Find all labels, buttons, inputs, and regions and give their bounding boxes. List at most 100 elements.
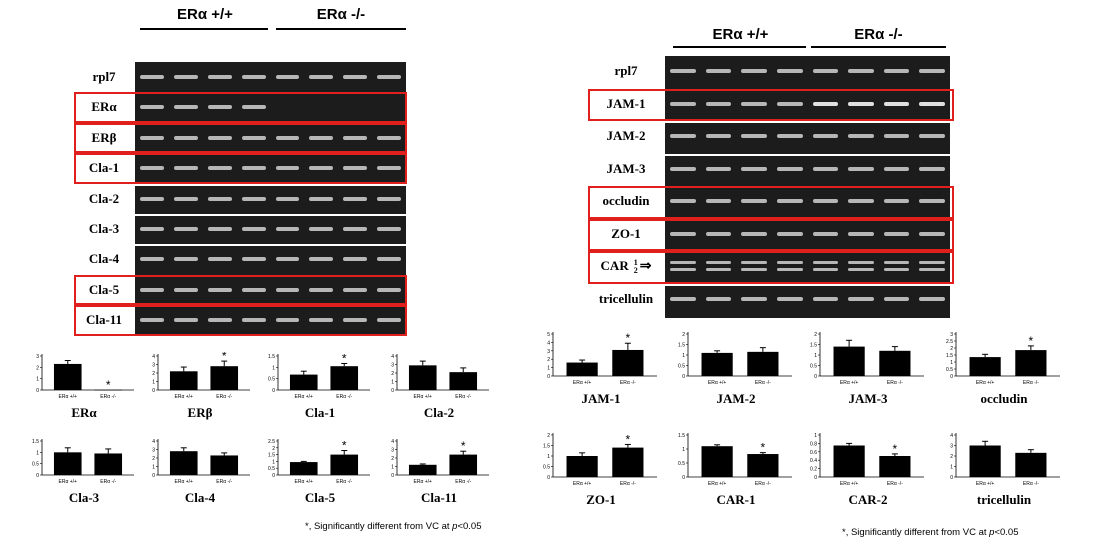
bar-chart-svg: 0 0.5 1 1.5 ERα +/+ * ERα -/- bbox=[268, 352, 370, 400]
y-tick-label: 1 bbox=[152, 380, 155, 386]
x-tick-label: ERα -/- bbox=[620, 481, 636, 487]
gel-band bbox=[207, 105, 232, 110]
gel-band bbox=[883, 199, 910, 203]
y-tick-label: 1 bbox=[814, 353, 817, 359]
bar bbox=[210, 366, 239, 390]
y-tick-label: 0 bbox=[547, 374, 550, 380]
y-tick-label: 2 bbox=[36, 365, 39, 371]
x-tick-label: ERα -/- bbox=[455, 394, 471, 400]
gel-band bbox=[241, 135, 266, 140]
bar-chart-svg: 0 1 2 3 4 ERα +/+ ERα -/- bbox=[152, 439, 250, 485]
gel-band bbox=[705, 268, 732, 271]
gel-band bbox=[207, 227, 232, 231]
bar bbox=[449, 454, 478, 475]
group-header-wt-line bbox=[140, 28, 268, 30]
gel-band bbox=[343, 135, 368, 140]
chart-title: ZO-1 bbox=[586, 492, 616, 507]
gel-band bbox=[377, 166, 401, 171]
chart-title: Cla-4 bbox=[184, 490, 216, 505]
gel-band bbox=[173, 227, 198, 231]
gel-band bbox=[670, 268, 696, 271]
y-tick-label: 0.2 bbox=[810, 467, 817, 473]
y-tick-label: 1 bbox=[391, 380, 394, 386]
x-tick-label: ERα -/- bbox=[455, 479, 471, 485]
y-tick-label: 1 bbox=[152, 465, 155, 471]
x-tick-label: ERα -/- bbox=[336, 394, 352, 400]
y-tick-label: 5 bbox=[547, 332, 550, 338]
gel-row-label: JAM-3 bbox=[606, 160, 646, 176]
bar bbox=[566, 362, 598, 376]
y-tick-label: 4 bbox=[950, 433, 953, 439]
gel-band bbox=[883, 69, 910, 73]
gel-band bbox=[309, 318, 334, 323]
gel-band bbox=[309, 257, 334, 262]
y-tick-label: 2 bbox=[547, 433, 550, 439]
gel-band bbox=[241, 227, 266, 231]
y-tick-label: 3 bbox=[391, 363, 394, 369]
bar bbox=[53, 363, 82, 390]
bar-chart: 0 0.5 1 1.5 2 ERα +/+ * ERα -/- bbox=[541, 431, 661, 491]
highlight-box bbox=[74, 122, 407, 154]
gel-band bbox=[343, 166, 368, 171]
y-tick-label: 3 bbox=[152, 363, 155, 369]
gel-band bbox=[705, 199, 732, 203]
gel-band bbox=[812, 134, 839, 138]
y-tick-label: 0 bbox=[272, 388, 275, 394]
y-tick-label: 4 bbox=[547, 340, 550, 346]
y-tick-label: 2 bbox=[950, 454, 953, 460]
x-tick-label: ERα -/- bbox=[887, 380, 903, 386]
bar bbox=[94, 453, 123, 475]
bar-chart-svg: 0 0.5 1 1.5 2 ERα +/+ ERα -/- bbox=[678, 332, 792, 386]
gel-band bbox=[812, 261, 839, 264]
gel-band bbox=[241, 318, 266, 323]
gel-band bbox=[670, 101, 696, 106]
gel-band bbox=[275, 257, 300, 262]
gel-band bbox=[241, 196, 266, 201]
gel-band bbox=[377, 227, 401, 231]
gel-band bbox=[670, 199, 696, 203]
y-tick-label: 4 bbox=[391, 439, 394, 445]
y-tick-label: 0 bbox=[814, 475, 817, 481]
x-tick-label: ERα +/+ bbox=[573, 481, 592, 487]
gel-band bbox=[848, 199, 874, 203]
x-tick-label: ERα +/+ bbox=[976, 380, 995, 386]
y-tick-label: 3 bbox=[36, 354, 39, 360]
y-tick-label: 2 bbox=[547, 357, 550, 363]
gel-row-label: Cla-4 bbox=[88, 251, 120, 267]
car-band-1-label: 1 bbox=[633, 258, 638, 268]
gel-band bbox=[173, 318, 198, 323]
gel-band bbox=[741, 231, 767, 236]
bar-chart: 0 1 2 3 4 ERα +/+ ERα -/- bbox=[385, 352, 493, 404]
highlight-box bbox=[74, 305, 407, 336]
gel-band bbox=[919, 261, 945, 264]
y-tick-label: 1.5 bbox=[543, 444, 550, 450]
y-tick-label: 3 bbox=[950, 332, 953, 338]
gel-band bbox=[173, 196, 198, 201]
gel-band bbox=[275, 196, 300, 201]
y-tick-label: 1 bbox=[36, 450, 39, 456]
group-header-ko: ERα -/- bbox=[854, 26, 903, 43]
y-tick-label: 3 bbox=[950, 444, 953, 450]
y-tick-label: 0.5 bbox=[268, 466, 275, 472]
y-tick-label: 0 bbox=[682, 475, 685, 481]
gel-band bbox=[848, 268, 874, 271]
bar-chart: 0 0.5 1 1.5 ERα +/+ * ERα -/- bbox=[676, 431, 796, 491]
gel-band bbox=[207, 196, 232, 201]
gel-band bbox=[377, 318, 401, 323]
bar-chart-svg: 0 0.5 1 1.5 ERα +/+ ERα -/- bbox=[32, 439, 134, 485]
x-tick-label: ERα +/+ bbox=[708, 481, 727, 487]
bar-chart: 0 0.5 1 1.5 2 ERα +/+ ERα -/- bbox=[808, 330, 928, 390]
y-tick-label: 0 bbox=[152, 473, 155, 479]
gel-band bbox=[309, 135, 334, 140]
gel-band bbox=[173, 287, 198, 292]
gel-band bbox=[705, 231, 732, 236]
bar-chart-svg: 0 1 2 3 4 5 ERα +/+ * ERα -/- bbox=[547, 331, 657, 386]
gel-band bbox=[776, 296, 803, 301]
gel-band bbox=[275, 318, 300, 323]
y-tick-label: 2 bbox=[950, 346, 953, 352]
gel-band bbox=[173, 75, 198, 79]
y-tick-label: 1.5 bbox=[678, 433, 685, 439]
bar-chart-svg: 0 1 2 3 4 ERα +/+ * ERα -/- bbox=[152, 352, 250, 400]
gel-band bbox=[776, 261, 803, 264]
gel-band bbox=[883, 101, 910, 106]
